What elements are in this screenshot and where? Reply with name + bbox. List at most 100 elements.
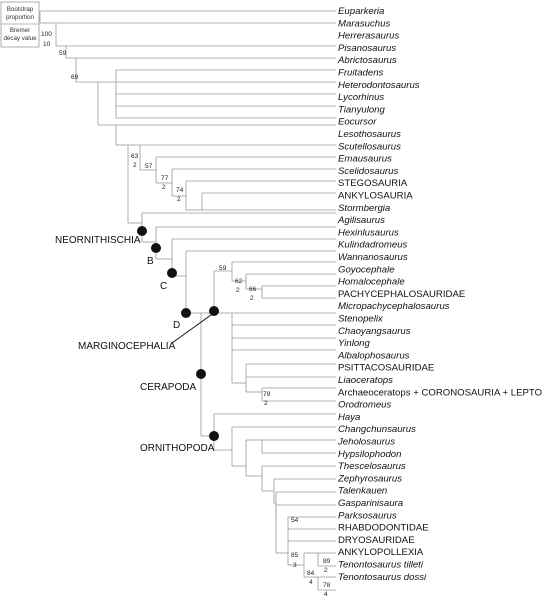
taxon-label: Liaoceratops: [338, 375, 393, 386]
support-value: 69: [71, 74, 79, 81]
support-value: 78: [323, 582, 331, 589]
taxon-label: Scutellosaurus: [338, 141, 401, 152]
taxon-label: Zephyrosaurus: [337, 473, 402, 484]
taxon-label: Abrictosaurus: [337, 55, 397, 66]
support-value: 3: [293, 562, 297, 569]
clade-nodes: [137, 226, 219, 441]
taxon-label: Wannanosaurus: [338, 252, 408, 263]
support-value: 4: [309, 579, 313, 586]
node-marginocephalia: [209, 306, 219, 316]
support-value: 74: [176, 187, 184, 194]
taxon-label: Gasparinisaura: [338, 498, 403, 509]
taxon-label: Herrerasaurus: [338, 31, 400, 42]
marginocephalia-pointer: [171, 314, 212, 344]
support-value: 2: [324, 567, 328, 574]
support-legend: Bootstrap proportion Bremer decay value: [0, 1, 40, 48]
taxon-label: Agilisaurus: [337, 215, 385, 226]
taxon-label: Heterodontosaurus: [338, 80, 420, 91]
label-d: D: [173, 320, 180, 331]
taxon-label: Changchunsaurus: [338, 424, 416, 435]
support-value: 2: [133, 162, 137, 169]
support-value: 2: [250, 295, 254, 302]
support-value: 84: [307, 570, 315, 577]
label-cerapoda: CERAPODA: [140, 382, 196, 393]
legend-bremer-line1: Bremer: [10, 27, 30, 34]
taxon-label: Jeholosaurus: [337, 437, 395, 448]
support-value: 2: [236, 287, 240, 294]
support-value: 77: [161, 175, 169, 182]
taxon-label: Haya: [338, 412, 360, 423]
legend-bootstrap-line2: proportion: [6, 14, 34, 21]
taxon-label: Goyocephale: [338, 264, 395, 275]
taxon-label: Archaeoceratops + CORONOSAURIA + LEPTO: [338, 387, 542, 398]
support-values: 100 10 59 69 63 2 57 77 2 74 2 59 62 2 6…: [41, 31, 331, 598]
support-value: 59: [219, 265, 227, 272]
taxon-label: ANKYLOSAURIA: [338, 191, 413, 202]
legend-bremer-line2: decay value: [3, 35, 37, 42]
support-value: 63: [131, 153, 139, 160]
taxon-label: Micropachycephalosaurus: [338, 301, 450, 312]
support-value: 79: [263, 391, 271, 398]
taxon-label: Talenkauen: [338, 486, 387, 497]
taxon-label: Pisanosaurus: [338, 43, 396, 54]
support-value: 2: [264, 400, 268, 407]
taxon-label: Lycorhinus: [338, 92, 384, 103]
taxon-label: Kulindadromeus: [338, 240, 408, 251]
label-ornithopoda: ORNITHOPODA: [140, 443, 215, 454]
support-value: 2: [162, 184, 166, 191]
taxon-label: Marasuchus: [338, 18, 390, 29]
taxon-label: Homalocephale: [338, 277, 405, 288]
taxon-label: Euparkeria: [338, 6, 384, 17]
label-neornithischia: NEORNITHISCHIA: [55, 235, 141, 246]
label-b: B: [147, 256, 154, 267]
taxon-label: Hypsilophodon: [338, 449, 401, 460]
label-c: C: [160, 281, 167, 292]
taxon-label: Yinlong: [338, 338, 370, 349]
taxon-label: ANKYLOPOLLEXIA: [338, 547, 424, 558]
node-c: [167, 268, 177, 278]
support-value: 66: [249, 286, 257, 293]
taxon-label: Scelidosaurus: [338, 166, 398, 177]
taxon-label: Orodromeus: [338, 400, 392, 411]
legend-bootstrap-line1: Bootstrap: [7, 6, 34, 13]
taxon-label: Tenontosaurus tilleti: [338, 560, 424, 571]
node-neornithischia: [137, 226, 147, 236]
taxon-label: STEGOSAURIA: [338, 178, 408, 189]
node-d: [181, 308, 191, 318]
taxon-label: RHABDODONTIDAE: [338, 523, 429, 534]
taxon-label: PACHYCEPHALOSAURIDAE: [338, 289, 465, 300]
node-b: [151, 243, 161, 253]
taxon-label: Chaoyangsaurus: [338, 326, 411, 337]
taxon-label: Thescelosaurus: [338, 461, 406, 472]
clade-labels: NEORNITHISCHIA B C D MARGINOCEPHALIA CER…: [55, 235, 215, 454]
taxon-label: Tianyulong: [338, 104, 386, 115]
taxon-label: Albalophosaurus: [337, 350, 410, 361]
support-value: 2: [177, 196, 181, 203]
taxon-label: Stenopelix: [338, 314, 384, 325]
support-value: 62: [235, 278, 243, 285]
taxon-label: Parksosaurus: [338, 510, 397, 521]
taxon-label: Fruitadens: [338, 68, 384, 79]
label-marginocephalia: MARGINOCEPHALIA: [78, 341, 176, 352]
node-ornithopoda: [209, 431, 219, 441]
support-value: 10: [43, 41, 51, 48]
support-value: 54: [291, 517, 299, 524]
support-value: 100: [41, 31, 52, 38]
taxon-label: Eocursor: [338, 117, 377, 128]
taxon-label: Stormbergia: [338, 203, 390, 214]
taxon-label: Tenontosaurus dossi: [338, 572, 427, 583]
support-value: 57: [145, 163, 153, 170]
taxon-label: Hexinlusaurus: [338, 227, 399, 238]
tree-branches: [39, 10, 336, 591]
taxon-label: Emausaurus: [338, 154, 392, 165]
taxon-label: DRYOSAURIDAE: [338, 535, 415, 546]
support-value: 4: [324, 591, 328, 598]
node-cerapoda: [196, 369, 206, 379]
support-value: 85: [291, 552, 299, 559]
support-value: 89: [323, 558, 331, 565]
support-value: 59: [59, 50, 67, 57]
taxon-label: Lesothosaurus: [338, 129, 401, 140]
taxon-label: PSITTACOSAURIDAE: [338, 363, 434, 374]
